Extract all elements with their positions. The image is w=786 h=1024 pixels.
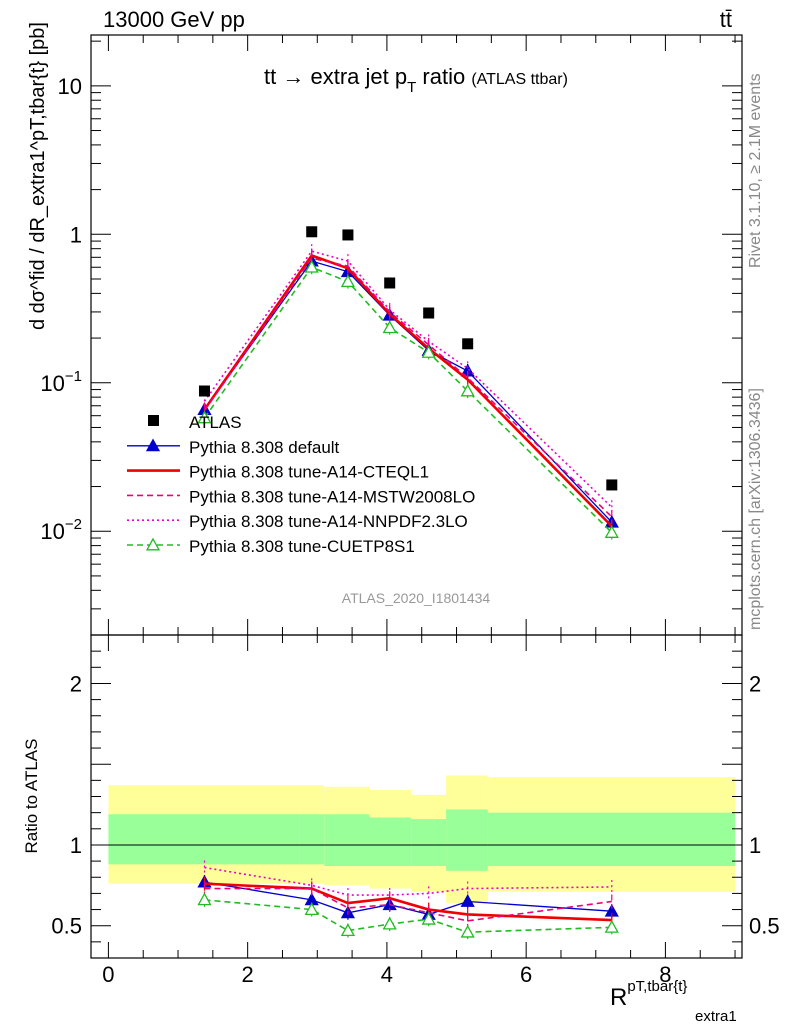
data-point-marker (340, 274, 356, 288)
data-point-marker (604, 919, 619, 933)
atlas-data-point (306, 226, 318, 238)
uncertainty-band-green (324, 814, 370, 866)
legend-label: Pythia 8.308 default (189, 438, 340, 457)
data-point-marker (197, 410, 212, 424)
analysis-id-label: ATLAS_2020_I1801434 (342, 590, 491, 606)
data-point-marker (145, 537, 161, 551)
chart-title: tt → extra jet pT ratio (ATLAS ttbar) (264, 64, 568, 96)
atlas-data-point (384, 277, 396, 289)
uncertainty-band-green (411, 819, 447, 866)
data-point-marker (460, 894, 475, 907)
series-line (203, 257, 613, 518)
process-label: tt̄ (720, 7, 732, 32)
uncertainty-band-green (446, 809, 488, 871)
legend-label: Pythia 8.308 tune-CUETP8S1 (189, 537, 415, 556)
data-point-marker (340, 923, 356, 936)
series-line (203, 260, 613, 523)
uncertainty-band-green (108, 814, 300, 865)
atlas-data-point (462, 338, 474, 350)
uncertainty-band-green (369, 817, 412, 866)
series-line (203, 253, 613, 528)
legend-marker (148, 415, 159, 426)
x-tick-label: 0 (102, 962, 114, 987)
data-point-marker (460, 383, 475, 397)
data-point-marker (197, 892, 212, 906)
data-point-marker (460, 924, 475, 938)
atlas-data-point (198, 385, 210, 397)
uncertainty-band-green (299, 814, 325, 865)
y-tick-label: 0.5 (51, 914, 82, 939)
y-tick-label: 10 (58, 74, 82, 99)
x-tick-label: 4 (381, 962, 393, 987)
data-point-marker (421, 345, 436, 358)
rivet-label: Rivet 3.1.10, ≥ 2.1M events (747, 73, 764, 268)
main-y-axis-label: d dσ^fid / dR_extra1^pT,tbar{t} [pb] (27, 22, 49, 330)
legend-label: Pythia 8.308 tune-A14-MSTW2008LO (189, 487, 475, 506)
data-point-marker (145, 438, 161, 452)
legend-label: ATLAS (189, 413, 242, 432)
uncertainty-band-green (487, 812, 736, 866)
y-tick-label: 10−2 (40, 516, 82, 544)
x-axis-label: RpT,tbar{t}extra1 (610, 978, 737, 1024)
ratio-y-axis-label: Ratio to ATLAS (22, 739, 41, 854)
legend-label: Pythia 8.308 tune-A14-CTEQL1 (189, 463, 429, 482)
data-point-marker (304, 902, 319, 915)
y-tick-label: 10−1 (40, 368, 82, 396)
data-point-marker (382, 916, 397, 930)
y-tick-label: 1 (70, 833, 82, 858)
data-point-marker (382, 320, 397, 334)
x-tick-label: 8 (659, 962, 671, 987)
y-tick-label: 2 (70, 671, 82, 696)
data-point-marker (304, 259, 319, 273)
legend-label: Pythia 8.308 tune-A14-NNPDF2.3LO (189, 512, 468, 531)
y-tick-label-right: 0.5 (749, 914, 780, 939)
atlas-data-point (342, 229, 354, 241)
main-panel: 10 1 10−1 10−2 tt → extra jet pT ratio (ATLA… (27, 22, 743, 636)
y-tick-label: 1 (70, 222, 82, 247)
atlas-data-point (423, 307, 435, 319)
series-line (204, 887, 612, 922)
data-point-marker (604, 525, 619, 538)
y-tick-label-right: 1 (749, 833, 761, 858)
atlas-data-point (606, 479, 618, 491)
legend: ATLAS Pythia 8.308 default Pythia 8.308 tu… (127, 413, 475, 556)
energy-label: 13000 GeV pp (103, 7, 245, 32)
x-tick-label: 2 (242, 962, 254, 987)
y-tick-label-right: 2 (749, 671, 761, 696)
x-tick-label: 6 (520, 962, 532, 987)
mcplots-label: mcplots.cern.ch [arXiv:1306.3436] (747, 388, 764, 630)
data-point-marker (421, 911, 436, 925)
ratio-panel: 0 2 4 6 8 2 2 1 1 0.5 0.5 Ratio to ATLAS RpT,tbar{t}… (22, 634, 780, 1024)
